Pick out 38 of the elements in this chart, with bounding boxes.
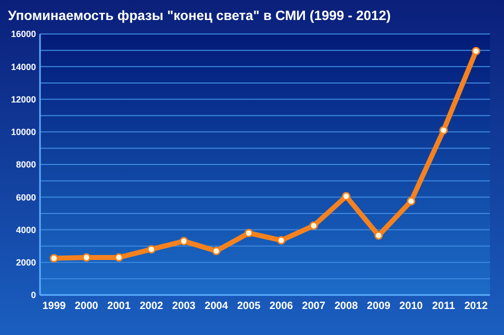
x-tick-label: 2011 (432, 300, 456, 312)
y-tick-label: 0 (30, 290, 36, 300)
y-tick-label: 12000 (10, 94, 36, 104)
point (114, 253, 124, 262)
x-tick-label: 2008 (334, 300, 358, 312)
y-tick-label: 2000 (16, 258, 36, 268)
point (439, 126, 448, 134)
x-tick-label: 1999 (42, 300, 66, 312)
point (309, 221, 318, 230)
point (180, 236, 188, 246)
y-tick-label: 16000 (10, 29, 36, 40)
x-tick-label: 2006 (270, 300, 294, 312)
x-tick-label: 2000 (74, 300, 98, 312)
point (374, 231, 383, 240)
point (50, 254, 58, 263)
x-tick-label: 2005 (237, 300, 261, 312)
x-tick-label: 2009 (366, 300, 390, 312)
x-tick-label: 2002 (140, 300, 164, 312)
point (406, 196, 416, 206)
x-tick-label: 2007 (302, 300, 326, 312)
point (276, 236, 286, 245)
point (342, 192, 350, 201)
point (147, 245, 156, 254)
y-tick-label: 4000 (16, 224, 36, 235)
chart-title: Упоминаемость фразы "конец света" в СМИ (1999 - 2012) (8, 8, 391, 23)
point (244, 228, 254, 238)
y-tick-label: 8000 (16, 160, 36, 170)
y-tick-label: 10000 (10, 127, 36, 138)
x-tick-label: 2004 (204, 300, 228, 312)
point (82, 253, 91, 262)
x-tick-label: 2012 (464, 300, 488, 312)
y-tick-label: 6000 (16, 192, 36, 202)
y-tick-label: 14000 (10, 62, 36, 72)
x-tick-label: 2003 (172, 300, 196, 312)
point (472, 46, 480, 56)
x-tick-label: 2010 (399, 300, 423, 312)
point (212, 246, 221, 256)
x-tick-label: 2001 (107, 300, 131, 312)
